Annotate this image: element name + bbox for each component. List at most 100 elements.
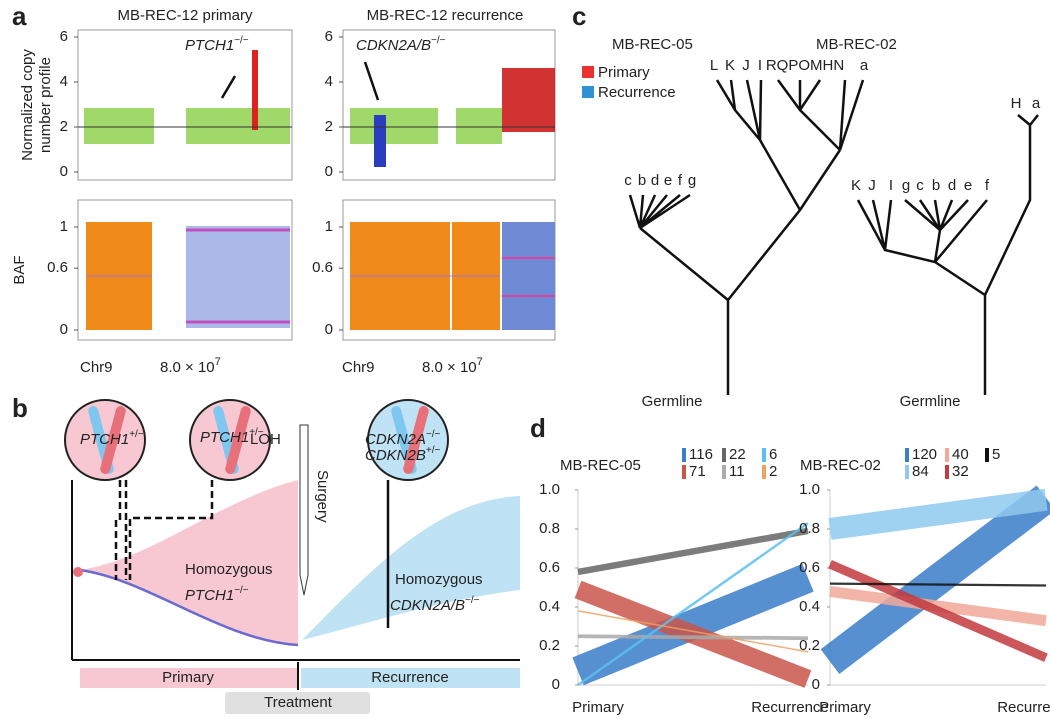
leaf-label: H — [1011, 95, 1022, 112]
band — [829, 582, 1047, 587]
x-label: Chr9 — [80, 359, 113, 376]
legend-label: 2 — [769, 463, 777, 480]
x-tick-label: Recurrence — [997, 699, 1050, 716]
gene: CDKN2B — [365, 447, 426, 464]
legend-label: 116 — [689, 446, 713, 463]
y-tick-label: 0 — [325, 163, 333, 180]
y-label: number profile — [37, 57, 54, 153]
x-tick-label: Primary — [819, 699, 871, 716]
timeline — [64, 399, 520, 714]
x-label: 8.0 × 107 — [422, 356, 483, 376]
plot-title: MB-REC-12 recurrence — [367, 7, 524, 24]
annotation: CDKN2A/B−/− — [356, 35, 446, 54]
leaf-label: RQPOMHN — [766, 57, 844, 74]
y-label: BAF — [11, 255, 28, 284]
genotype: −/− — [426, 429, 441, 440]
legend-swatch — [682, 448, 686, 462]
leaf-label: f — [678, 172, 683, 189]
y-tick-label: 4 — [60, 73, 68, 90]
leaf-label: a — [860, 57, 869, 74]
x-label-base: 8.0 × 10 — [160, 359, 215, 376]
tree-title: MB-REC-05 — [612, 36, 693, 53]
y-tick-label: 6 — [325, 28, 333, 45]
legend-swatch — [682, 465, 686, 479]
legend-swatch — [945, 465, 949, 479]
y-tick-label: 0 — [60, 321, 68, 338]
x-label: 8.0 × 107 — [160, 356, 221, 376]
genotype: +/− — [129, 429, 144, 440]
x-label-exp: 7 — [477, 356, 483, 368]
legend-swatch — [985, 448, 989, 462]
legend-label: 71 — [689, 463, 706, 480]
band — [577, 634, 809, 641]
legend-swatch — [945, 448, 949, 462]
leaf-label: g — [902, 177, 910, 194]
leaf-label: J — [742, 57, 750, 74]
gene: PTCH1 — [80, 431, 129, 448]
cn-clouds — [77, 29, 556, 341]
legend-label: Recurrence — [598, 84, 676, 101]
legend-label: 11 — [729, 463, 745, 480]
x-tick-label: Primary — [572, 699, 624, 716]
y-tick-label: 0.2 — [799, 637, 820, 654]
root-label: Germline — [642, 393, 703, 410]
bar-label: Recurrence — [371, 669, 449, 686]
gene: PTCH1 — [185, 587, 234, 604]
legend-label: 120 — [912, 446, 937, 463]
genotype: −/− — [234, 35, 249, 46]
plot-title: MB-REC-12 primary — [117, 7, 253, 24]
chart-title: MB-REC-05 — [560, 457, 641, 474]
y-tick-label: 1 — [60, 218, 68, 235]
band — [577, 527, 809, 576]
phase-gene: CDKN2A/B−/− — [390, 595, 480, 614]
genotype: −/− — [465, 595, 480, 606]
genotype: +/− — [426, 445, 441, 456]
event-label: CDKN2A−/− — [365, 429, 440, 448]
band — [828, 559, 1048, 662]
surgery-label: Surgery — [314, 470, 331, 523]
legend-swatch — [722, 448, 726, 462]
y-tick-label: 0 — [325, 321, 333, 338]
legend-label: 22 — [729, 446, 746, 463]
leaf-label: K — [851, 177, 861, 194]
y-tick-label: 4 — [325, 73, 333, 90]
legend-swatch — [762, 448, 766, 462]
gene: PTCH1 — [200, 429, 249, 446]
leaf-label: J — [868, 177, 876, 194]
y-tick-label: 0.8 — [799, 520, 820, 537]
legend-label: Primary — [598, 64, 650, 81]
leaf-label: c — [916, 177, 924, 194]
y-tick-label: 1.0 — [539, 481, 560, 498]
band — [828, 488, 1048, 540]
panel-label: c — [572, 1, 586, 31]
annotation: PTCH1−/− — [185, 35, 249, 54]
y-tick-label: 0.6 — [799, 559, 820, 576]
tree-title: MB-REC-02 — [816, 36, 897, 53]
event-label: PTCH1+/− — [200, 427, 264, 446]
leaf-label: I — [758, 57, 762, 74]
band — [577, 522, 809, 687]
legend-swatch — [905, 448, 909, 462]
y-tick-label: 0.6 — [539, 559, 560, 576]
legend-label: 6 — [769, 446, 777, 463]
panel-label: d — [530, 413, 546, 443]
legend-label: 32 — [952, 463, 969, 480]
legend-label: 84 — [912, 463, 929, 480]
leaf-label: L — [710, 57, 718, 74]
y-tick-label: 0.2 — [539, 637, 560, 654]
panel-label: a — [12, 1, 27, 31]
leaf-label: e — [964, 177, 972, 194]
leaf-label: d — [651, 172, 659, 189]
y-tick-label: 2 — [60, 118, 68, 135]
gene: CDKN2A — [365, 431, 426, 448]
event-label: CDKN2B+/− — [365, 445, 440, 464]
x-label-base: 8.0 × 10 — [422, 359, 477, 376]
y-tick-label: 6 — [60, 28, 68, 45]
treatment-label: Treatment — [264, 694, 333, 711]
loh-label: LOH — [250, 431, 281, 448]
genotype: −/− — [431, 35, 446, 46]
gene: CDKN2A/B — [356, 37, 431, 54]
legend-swatch — [905, 465, 909, 479]
legend-label: 40 — [952, 446, 969, 463]
